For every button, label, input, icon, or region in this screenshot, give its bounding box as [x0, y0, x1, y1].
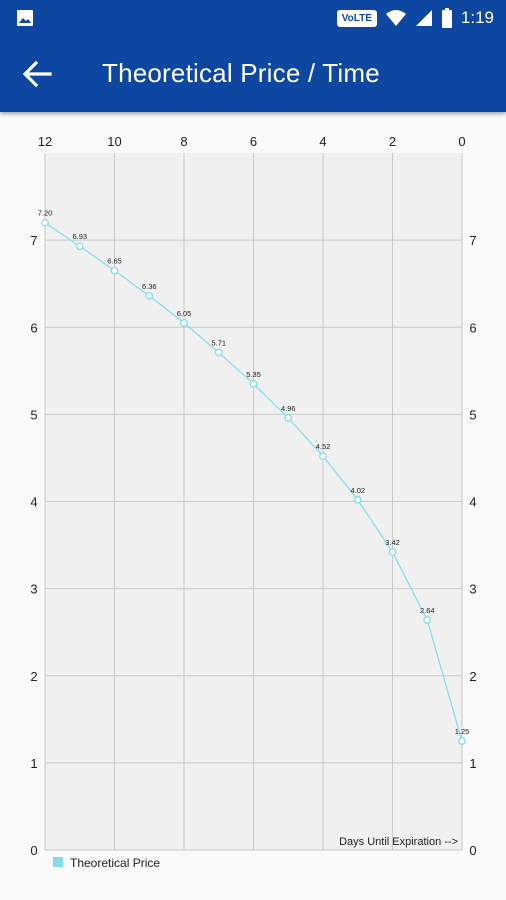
status-icons: VoLTE 1:19: [336, 0, 494, 36]
data-label: 6.65: [107, 257, 122, 266]
data-label: 4.52: [316, 442, 331, 451]
y-tick-label-left: 2: [30, 669, 37, 684]
x-axis-label: Days Until Expiration -->: [339, 836, 458, 848]
data-point: [353, 495, 362, 504]
y-tick-label-left: 7: [30, 233, 37, 248]
series-group: 7.20 6.93 6.65 6.36 6.05 5.71 5.35 4.96 4.52 4.02…: [38, 209, 470, 745]
x-axis-ticks: 12 10 8 6 4 2 0: [38, 134, 466, 149]
data-point: [284, 414, 293, 422]
data-point: [180, 319, 188, 327]
data-point: [41, 218, 49, 227]
volte-badge: VoLTE: [336, 9, 377, 27]
legend-label: Theoretical Price: [70, 856, 160, 870]
grid: [44, 153, 463, 851]
y-axis-right-ticks: 0 1 2 3 4 5 6 7: [469, 233, 476, 858]
legend-swatch: [53, 857, 63, 867]
data-point: [145, 292, 154, 300]
y-tick-label-left: 1: [30, 756, 37, 771]
data-label: 6.93: [72, 232, 87, 241]
data-label: 3.42: [385, 538, 400, 547]
x-tick-label: 6: [250, 134, 257, 149]
x-tick-label: 4: [319, 134, 326, 149]
data-label: 5.35: [246, 370, 261, 379]
y-tick-label-right: 5: [469, 407, 476, 422]
page-title: Theoretical Price / Time: [102, 58, 380, 88]
data-point: [319, 452, 327, 461]
battery-icon: [441, 8, 452, 28]
x-tick-label: 8: [180, 134, 187, 149]
x-tick-label: 2: [389, 134, 396, 149]
y-tick-label-right: 4: [469, 495, 476, 510]
y-tick-label-right: 2: [469, 669, 476, 684]
data-point: [458, 737, 466, 745]
data-label: 1.25: [455, 727, 470, 736]
y-tick-label-right: 6: [469, 320, 476, 335]
x-tick-label: 10: [107, 134, 121, 149]
y-tick-label-left: 0: [30, 843, 37, 858]
y-tick-label-left: 3: [30, 582, 37, 597]
data-point: [423, 616, 432, 624]
data-label: 5.71: [211, 339, 226, 348]
data-point: [214, 348, 223, 357]
status-time: 1:19: [460, 8, 494, 27]
y-tick-label-left: 4: [30, 495, 37, 510]
wifi-icon: [385, 10, 406, 26]
data-label: 4.02: [350, 486, 365, 495]
y-tick-label-right: 3: [469, 582, 476, 597]
x-tick-label: 0: [458, 134, 465, 149]
data-label: 6.05: [177, 309, 192, 318]
status-bar: VoLTE 1:19: [0, 0, 506, 36]
data-label: 7.20: [38, 209, 53, 218]
data-label: 4.96: [281, 404, 296, 413]
y-axis-left-ticks: 0 1 2 3 4 5 6 7: [30, 233, 37, 858]
y-tick-label-right: 7: [469, 233, 476, 248]
data-point: [75, 242, 84, 251]
y-tick-label-right: 1: [469, 756, 476, 771]
data-point: [110, 266, 119, 275]
data-label: 2.64: [420, 606, 435, 615]
app-bar: Theoretical Price / Time: [0, 36, 506, 112]
y-tick-label-right: 0: [469, 843, 476, 858]
image-icon: [17, 10, 33, 26]
y-tick-label-left: 5: [30, 407, 37, 422]
arrow-back-icon[interactable]: [22, 60, 52, 88]
y-tick-label-left: 6: [30, 320, 37, 335]
data-point: [388, 548, 397, 556]
x-tick-label: 12: [38, 134, 52, 149]
signal-icon: [415, 10, 432, 26]
data-label: 6.36: [142, 282, 157, 291]
data-point: [249, 380, 258, 388]
